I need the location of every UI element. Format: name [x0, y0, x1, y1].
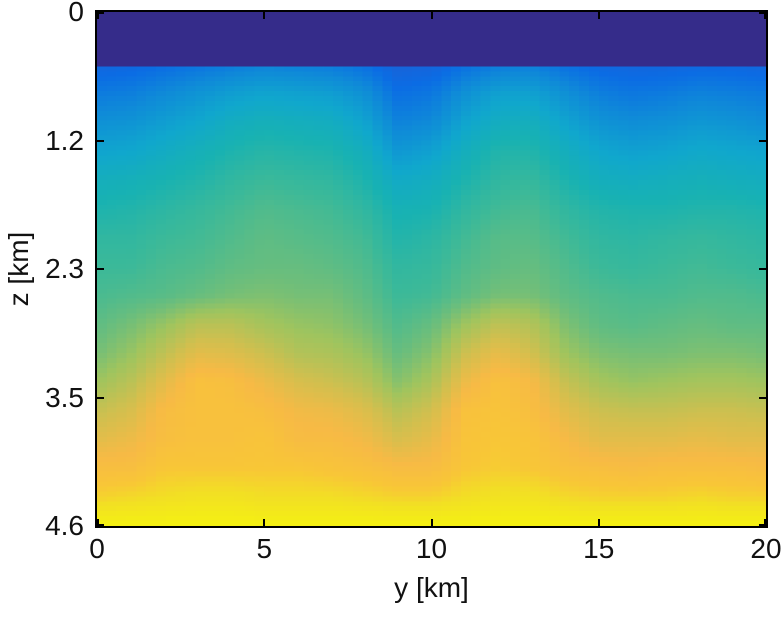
y-tick-mark — [97, 139, 104, 142]
y-tick-label: 4.6 — [45, 510, 84, 541]
x-tick-label: 5 — [256, 533, 273, 564]
heatmap-canvas — [97, 12, 766, 526]
y-tick-label: 1.2 — [45, 124, 84, 156]
y-tick-mark — [759, 524, 766, 526]
y-tick-mark — [759, 396, 766, 399]
x-tick-label: 10 — [415, 533, 448, 564]
x-axis-label: y [km] — [394, 572, 469, 603]
y-tick-mark — [97, 12, 104, 14]
x-tick-mark — [764, 12, 766, 19]
x-tick-mark — [97, 519, 99, 526]
y-tick-mark — [97, 268, 104, 270]
x-tick-label: 0 — [89, 533, 105, 564]
y-tick-mark — [97, 396, 104, 399]
y-tick-mark — [759, 268, 766, 270]
y-tick-label: 3.5 — [45, 381, 84, 413]
x-tick-mark — [597, 12, 600, 19]
x-tick-mark — [263, 519, 266, 526]
x-tick-mark — [97, 12, 99, 19]
x-tick-mark — [430, 519, 433, 526]
x-tick-mark — [597, 519, 600, 526]
y-tick-mark — [759, 139, 766, 142]
x-tick-mark — [430, 12, 433, 19]
y-tick-mark — [97, 524, 104, 526]
plot-area: z [km] y [km] 0 5 10 15 20 0 1.2 2.3 3.5 4.6 — [3, 0, 782, 603]
x-tick-mark — [764, 519, 766, 526]
y-tick-label: 0 — [68, 0, 84, 27]
x-tick-mark — [263, 12, 266, 19]
y-tick-mark — [759, 12, 766, 14]
y-tick-label: 2.3 — [45, 253, 84, 284]
x-tick-label: 20 — [750, 533, 782, 564]
x-tick-label: 15 — [583, 533, 615, 564]
